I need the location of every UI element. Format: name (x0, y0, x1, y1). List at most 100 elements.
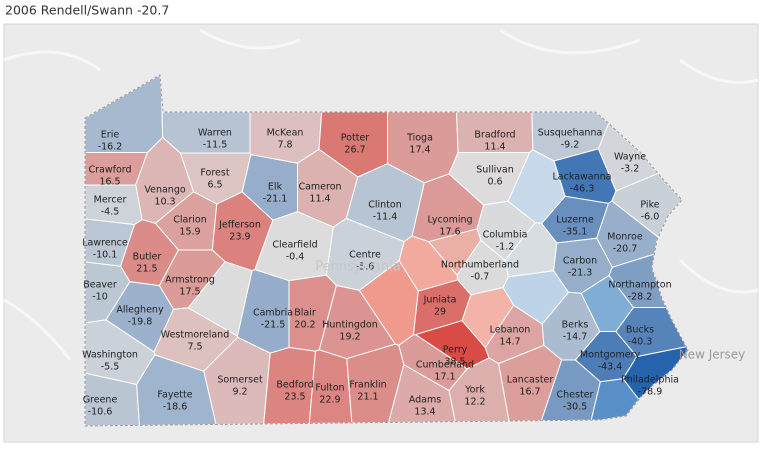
county-layer (84, 74, 689, 427)
county-name: Clinton (368, 200, 402, 211)
label-layer: Erie-16.2Crawford16.5Warren-11.5McKean7.… (82, 128, 679, 418)
county-value: -10.6 (88, 407, 113, 418)
state-outline (84, 74, 689, 427)
neighbor-label: New Jersey (679, 348, 746, 362)
county-value: 16.5 (99, 177, 120, 188)
county-shape (187, 261, 253, 337)
county-name: Centre (349, 250, 381, 261)
county-shape (580, 274, 635, 332)
county-name: Perry (443, 345, 468, 356)
county-value: -10 (92, 292, 108, 303)
county-value: 23.9 (229, 232, 250, 243)
county-name: Bucks (626, 325, 654, 336)
county-name: Susquehanna (538, 128, 603, 139)
county-name: McKean (267, 128, 304, 139)
county-name: Fulton (315, 383, 344, 394)
county-value: -40.3 (628, 337, 653, 348)
county-value: -11.5 (203, 140, 228, 151)
county-name: Northampton (608, 280, 671, 291)
county-value: -11.4 (373, 212, 398, 223)
county-name: Allegheny (116, 305, 164, 316)
county-value: 13.4 (414, 407, 435, 418)
county-name: Monroe (607, 232, 643, 243)
county-value: 20.2 (294, 320, 315, 331)
county-name: Washington (82, 350, 138, 361)
county-name: Fayette (157, 390, 192, 401)
county-name: Forest (200, 168, 229, 179)
county-value: -1.2 (496, 242, 515, 253)
county-value: 17.5 (179, 287, 200, 298)
county-name: Juniata (423, 295, 457, 306)
county-value: -46.3 (570, 184, 595, 195)
county-name: Potter (341, 133, 369, 144)
county-name: Lancaster (507, 375, 554, 386)
county-name: Philadelphia (621, 375, 679, 386)
background-roads (3, 28, 759, 361)
county-value: 6.5 (207, 180, 222, 191)
county-name: Butler (133, 252, 162, 263)
county-name: Blair (294, 308, 316, 319)
county-value: 10.3 (154, 197, 175, 208)
title: 2006 Rendell/Swann -20.7 (5, 3, 169, 18)
county-value: -10.1 (93, 250, 118, 261)
county-value: 11.4 (309, 194, 330, 205)
county-name: Chester (557, 390, 594, 401)
county-value: -16.2 (98, 142, 123, 153)
county-name: Clarion (173, 215, 206, 226)
county-name: Sullivan (476, 165, 513, 176)
county-value: 11.4 (484, 142, 505, 153)
county-name: Somerset (217, 375, 263, 386)
state-watermark: Pennsylvania (315, 260, 400, 275)
county-name: Lycoming (427, 215, 472, 226)
county-shape (461, 287, 515, 349)
county-value: -35.1 (563, 227, 588, 238)
county-name: Luzerne (556, 215, 594, 226)
county-shape (427, 228, 482, 276)
county-value: -0.4 (286, 252, 305, 263)
county-value: -28.2 (628, 292, 653, 303)
county-name: Greene (83, 395, 118, 406)
county-value: -43.4 (598, 362, 623, 373)
county-name: Erie (101, 130, 120, 141)
county-value: -9.2 (561, 140, 580, 151)
county-name: Carbon (563, 256, 597, 267)
county-value: 26.7 (344, 145, 365, 156)
county-name: Franklin (349, 380, 386, 391)
county-value: 23.5 (284, 392, 305, 403)
county-value: 7.5 (187, 342, 202, 353)
county-name: Clearfield (272, 240, 317, 251)
county-name: Pike (640, 200, 659, 211)
county-name: Berks (562, 320, 589, 331)
county-name: Westmoreland (161, 330, 229, 341)
county-name: Crawford (88, 165, 131, 176)
county-value: -5.5 (101, 362, 120, 373)
county-value: 16.7 (519, 387, 540, 398)
county-name: Adams (409, 395, 441, 406)
county-value: 17.4 (409, 145, 430, 156)
county-name: Tioga (406, 133, 433, 144)
county-name: Lebanon (490, 325, 531, 336)
county-shape (622, 346, 689, 401)
county-value: 17.1 (434, 372, 455, 383)
county-value: 7.8 (277, 140, 292, 151)
county-name: Bradford (474, 130, 515, 141)
county-value: -19.8 (128, 317, 153, 328)
county-shape (504, 222, 558, 278)
county-name: Warren (198, 128, 232, 139)
county-name: Bedford (276, 380, 313, 391)
county-name: Lackawanna (553, 172, 612, 183)
county-name: Jefferson (218, 220, 261, 231)
county-value: -78.9 (638, 387, 663, 398)
county-name: Huntingdon (322, 320, 377, 331)
county-value: -5.6 (356, 262, 375, 273)
county-value: 29 (434, 307, 446, 318)
county-value: 21.1 (357, 392, 378, 403)
county-value: 9.2 (232, 387, 247, 398)
county-value: 15.9 (179, 227, 200, 238)
county-value: -6.0 (641, 212, 660, 223)
county-value: -30.5 (563, 402, 588, 413)
county-value: 21.5 (136, 264, 157, 275)
county-value: 0.6 (487, 177, 502, 188)
county-value: 14.7 (499, 337, 520, 348)
